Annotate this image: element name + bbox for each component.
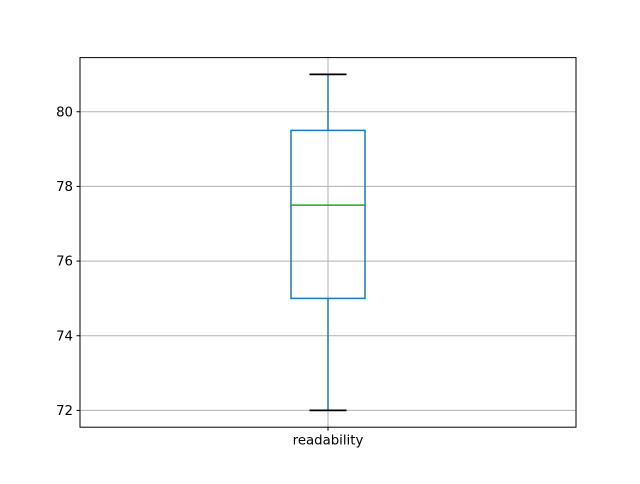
axis-layer: 72 74 76 78 80: [56, 57, 577, 431]
box: [290, 129, 366, 300]
plot-layer: [290, 73, 366, 412]
y-tick-label: 72: [56, 404, 73, 419]
x-tick-label: readability: [293, 434, 364, 449]
y-tick-label: 78: [56, 180, 73, 195]
axes-frame: [79, 57, 577, 428]
y-tick-label: 74: [56, 329, 73, 344]
y-tick-label: 80: [56, 105, 73, 120]
y-tick-label: 76: [56, 255, 73, 270]
